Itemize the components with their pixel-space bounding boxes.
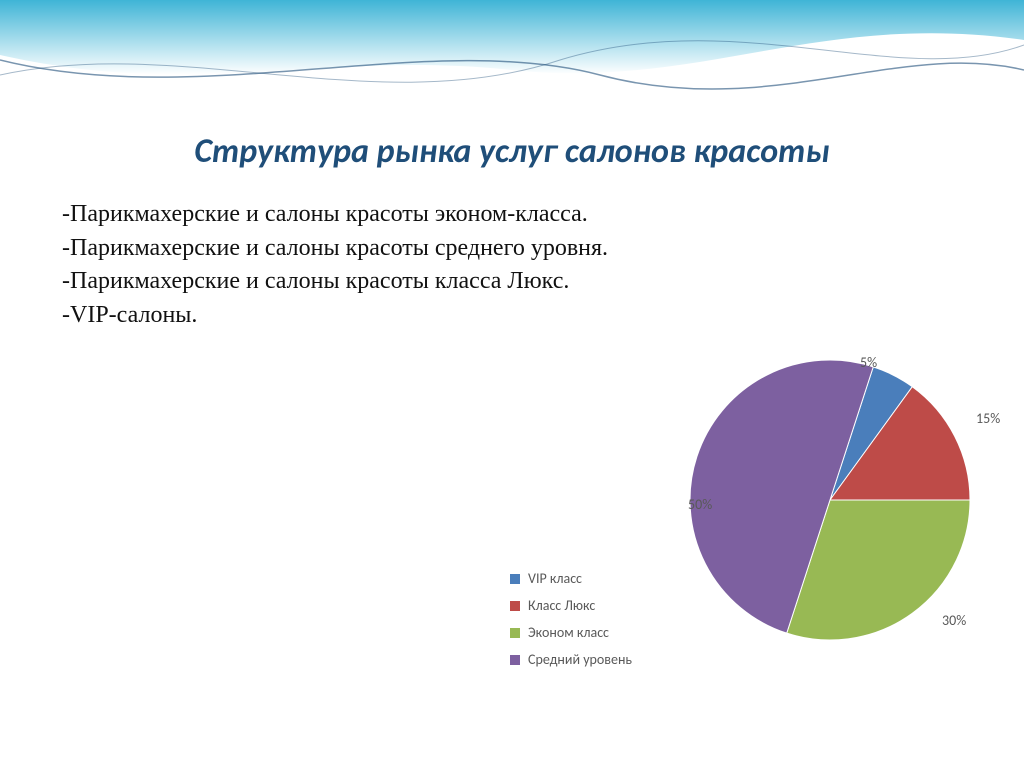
legend-label: Средний уровень [528,651,632,668]
legend-swatch-icon [510,574,520,584]
pie-chart-canvas: 5% 15% 30% 50% [690,360,970,640]
bullet-line: -VIP-салоны. [62,299,942,333]
pie-chart: 5% 15% 30% 50% VIP класс Класс Люкс Экон… [430,360,990,720]
legend-label: Эконом класс [528,624,609,641]
page-title: Структура рынка услуг салонов красоты [0,131,1024,172]
legend-swatch-icon [510,601,520,611]
header-wave-decoration [0,0,1024,120]
legend-label: VIP класс [528,570,582,587]
body-text: -Парикмахерские и салоны красоты эконом-… [62,198,942,332]
legend-item: Класс Люкс [510,597,632,614]
legend-swatch-icon [510,628,520,638]
bullet-line: -Парикмахерские и салоны красоты среднег… [62,232,942,266]
legend-item: Средний уровень [510,651,632,668]
pie-slice-label: 5% [860,354,877,371]
legend-swatch-icon [510,655,520,665]
bullet-line: -Парикмахерские и салоны красоты эконом-… [62,198,942,232]
chart-legend: VIP класс Класс Люкс Эконом класс Средни… [510,560,632,678]
pie-slice-label: 30% [942,612,966,629]
bullet-line: -Парикмахерские и салоны красоты класса … [62,265,942,299]
legend-item: Эконом класс [510,624,632,641]
pie-slice-label: 50% [688,496,712,513]
pie-slice-label: 15% [976,410,1000,427]
legend-item: VIP класс [510,570,632,587]
legend-label: Класс Люкс [528,597,595,614]
